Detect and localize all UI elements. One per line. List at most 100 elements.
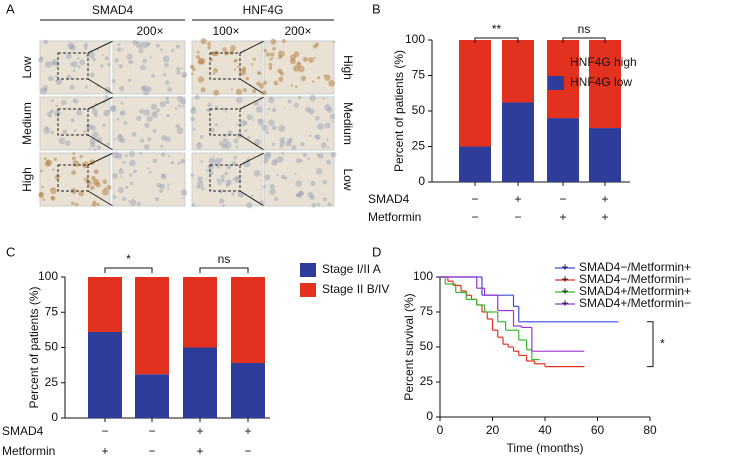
tissue: [277, 50, 285, 58]
tissue: [307, 192, 314, 198]
tissue: [324, 104, 331, 111]
tissue: [46, 159, 53, 166]
tissue: [126, 53, 133, 60]
tissue: [295, 180, 303, 188]
tissue: [176, 70, 181, 75]
tissue: [138, 48, 144, 54]
tissue: [271, 125, 277, 131]
tissue: [104, 56, 109, 61]
tissue: [154, 197, 159, 202]
panel-letter: C: [6, 244, 15, 259]
bar-segment: [502, 102, 534, 182]
tissue: [322, 97, 325, 100]
tissue: [220, 178, 225, 183]
tissue: [253, 170, 261, 177]
y-axis-label: Percent of patients (%): [27, 286, 41, 408]
tissue: [315, 42, 319, 47]
tissue: [287, 138, 292, 144]
significance-label: *: [660, 336, 665, 350]
tissue: [129, 199, 137, 206]
zoom-line: [239, 152, 265, 166]
tissue: [91, 201, 97, 207]
tissue: [246, 114, 253, 121]
tissue: [265, 130, 269, 134]
magnification: 200×: [136, 24, 163, 38]
tissue: [313, 56, 316, 60]
tissue: [133, 169, 137, 173]
tissue: [190, 116, 195, 122]
tissue: [79, 154, 83, 159]
tissue: [317, 76, 321, 80]
tissue: [142, 58, 147, 64]
condition-sign: −: [559, 192, 566, 206]
condition-sign: −: [148, 424, 155, 438]
tissue: [175, 44, 180, 49]
tissue: [160, 48, 164, 52]
tissue: [235, 88, 243, 96]
tissue: [296, 62, 302, 67]
tissue: [113, 137, 116, 141]
y-tick-label: 25: [420, 374, 434, 388]
tissue: [261, 90, 267, 96]
tissue: [119, 85, 125, 92]
y-tick-label: 0: [426, 409, 433, 423]
tissue: [129, 159, 136, 167]
tissue: [230, 45, 236, 51]
tissue: [116, 134, 124, 142]
tissue: [316, 153, 321, 158]
tissue: [165, 96, 170, 101]
tissue: [191, 203, 196, 208]
x-tick-label: 60: [591, 423, 605, 437]
tissue: [164, 62, 169, 68]
tissue: [118, 64, 123, 69]
tissue: [116, 47, 122, 52]
tissue: [176, 127, 184, 135]
tissue: [300, 75, 307, 82]
column-header: HNF4G: [243, 3, 284, 17]
tissue: [197, 76, 205, 83]
bar-segment: [547, 118, 579, 182]
condition-label: Metformin: [2, 444, 55, 458]
tissue: [166, 113, 170, 118]
bar-segment: [231, 363, 265, 418]
tissue: [161, 135, 167, 141]
tissue: [273, 80, 279, 86]
y-tick-label: 75: [420, 304, 434, 318]
tissue: [140, 85, 146, 91]
tissue: [194, 94, 200, 100]
zoom-box: [209, 108, 241, 136]
tissue: [300, 141, 305, 147]
y-tick-label: 25: [45, 375, 59, 389]
y-tick-label: 50: [420, 339, 434, 353]
tissue: [69, 62, 74, 66]
tissue: [129, 181, 134, 186]
tissue: [207, 102, 212, 108]
tissue: [66, 74, 72, 80]
bar-segment: [135, 277, 169, 375]
tissue: [107, 109, 111, 113]
tissue: [232, 177, 236, 181]
tissue: [120, 175, 123, 178]
tissue: [170, 48, 175, 53]
tissue: [302, 152, 308, 158]
tissue: [159, 188, 164, 193]
tissue: [257, 71, 260, 74]
tissue: [292, 65, 300, 72]
significance-bracket: [474, 37, 519, 43]
zoom-box: [57, 164, 89, 192]
condition-sign: +: [244, 424, 251, 438]
tissue: [332, 40, 335, 43]
tissue: [250, 194, 254, 197]
tissue: [320, 142, 327, 149]
tissue: [180, 67, 184, 70]
tissue: [38, 57, 43, 63]
tissue: [55, 75, 58, 79]
y-tick-label: 75: [412, 68, 426, 82]
tissue: [69, 44, 76, 51]
tissue: [206, 108, 211, 112]
bar-segment: [88, 277, 122, 332]
y-axis-label: Percent survival (%): [402, 293, 416, 400]
tissue: [55, 78, 63, 85]
tissue: [294, 102, 300, 108]
